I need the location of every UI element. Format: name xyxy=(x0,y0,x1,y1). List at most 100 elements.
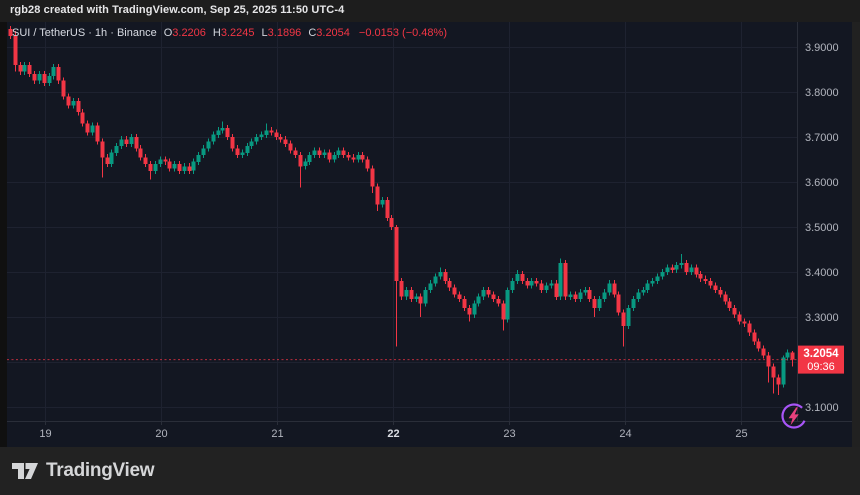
candle-body[interactable] xyxy=(216,130,221,135)
candle-body[interactable] xyxy=(269,130,274,133)
candle-body[interactable] xyxy=(249,141,254,147)
candle-body[interactable] xyxy=(684,263,689,272)
candles-layer[interactable] xyxy=(8,25,795,395)
candle-body[interactable] xyxy=(18,65,23,72)
candle-body[interactable] xyxy=(42,74,47,83)
candle-body[interactable] xyxy=(327,152,332,160)
candle-body[interactable] xyxy=(404,290,409,297)
candle-body[interactable] xyxy=(776,377,781,385)
candle-body[interactable] xyxy=(288,143,293,151)
candle-body[interactable] xyxy=(785,352,790,358)
candle-body[interactable] xyxy=(761,348,766,356)
candle-body[interactable] xyxy=(80,112,85,124)
candle-body[interactable] xyxy=(679,263,684,266)
candle-body[interactable] xyxy=(443,272,448,281)
candle-body[interactable] xyxy=(220,128,225,131)
candle-body[interactable] xyxy=(191,161,196,171)
time-axis[interactable]: 19 20 21 22 23 24 25 xyxy=(39,421,748,440)
candle-body[interactable] xyxy=(264,130,269,135)
candle-body[interactable] xyxy=(177,164,182,171)
candle-body[interactable] xyxy=(481,290,486,297)
candle-body[interactable] xyxy=(534,281,539,284)
candle-body[interactable] xyxy=(510,281,515,290)
candle-body[interactable] xyxy=(573,294,578,300)
candle-body[interactable] xyxy=(467,308,472,315)
candle-body[interactable] xyxy=(655,276,660,282)
candle-body[interactable] xyxy=(182,166,187,171)
candle-body[interactable] xyxy=(539,283,544,291)
candle-body[interactable] xyxy=(727,301,732,309)
candle-body[interactable] xyxy=(61,80,66,97)
candle-body[interactable] xyxy=(433,276,438,284)
candle-body[interactable] xyxy=(245,146,250,153)
candle-body[interactable] xyxy=(8,29,13,36)
candle-body[interactable] xyxy=(148,164,153,171)
candle-body[interactable] xyxy=(158,159,163,165)
candle-body[interactable] xyxy=(713,285,718,291)
candle-body[interactable] xyxy=(414,296,419,299)
candle-body[interactable] xyxy=(76,101,81,113)
candle-body[interactable] xyxy=(124,139,129,144)
candle-body[interactable] xyxy=(153,164,158,171)
candle-body[interactable] xyxy=(409,290,414,299)
candle-body[interactable] xyxy=(254,137,259,142)
candle-body[interactable] xyxy=(621,312,626,327)
candle-body[interactable] xyxy=(356,155,361,160)
candle-body[interactable] xyxy=(375,186,380,205)
candle-body[interactable] xyxy=(240,152,245,155)
candle-body[interactable] xyxy=(259,134,264,137)
candle-body[interactable] xyxy=(71,101,76,106)
candle-body[interactable] xyxy=(134,137,139,149)
candle-body[interactable] xyxy=(51,67,56,77)
candle-body[interactable] xyxy=(66,96,71,106)
candle-body[interactable] xyxy=(520,274,525,281)
candle-body[interactable] xyxy=(674,265,679,270)
candle-body[interactable] xyxy=(616,294,621,313)
candle-body[interactable] xyxy=(597,299,602,308)
price-axis[interactable]: 3.9000 3.8000 3.7000 3.6000 3.5000 3.4000 3.30… xyxy=(805,42,839,414)
candle-body[interactable] xyxy=(660,272,665,277)
candle-body[interactable] xyxy=(385,200,390,218)
candle-body[interactable] xyxy=(394,227,399,281)
candle-body[interactable] xyxy=(626,308,631,326)
candle-body[interactable] xyxy=(418,296,423,304)
candle-body[interactable] xyxy=(346,155,351,158)
candle-body[interactable] xyxy=(37,74,42,81)
candle-body[interactable] xyxy=(578,292,583,300)
candle-body[interactable] xyxy=(172,164,177,169)
candle-body[interactable] xyxy=(230,137,235,149)
candle-body[interactable] xyxy=(105,157,110,164)
candle-body[interactable] xyxy=(568,294,573,297)
candle-body[interactable] xyxy=(457,294,462,300)
candle-body[interactable] xyxy=(742,321,747,324)
candle-body[interactable] xyxy=(187,166,192,171)
candle-body[interactable] xyxy=(283,139,288,144)
lightning-icon[interactable] xyxy=(779,401,809,431)
candle-body[interactable] xyxy=(501,303,506,320)
candle-body[interactable] xyxy=(781,357,786,385)
candle-body[interactable] xyxy=(370,168,375,187)
candle-body[interactable] xyxy=(766,355,771,367)
candle-body[interactable] xyxy=(360,155,365,160)
candle-body[interactable] xyxy=(336,150,341,156)
candle-body[interactable] xyxy=(549,283,554,286)
candle-body[interactable] xyxy=(771,366,776,378)
candle-body[interactable] xyxy=(90,125,95,133)
candle-body[interactable] xyxy=(723,294,728,302)
candle-body[interactable] xyxy=(119,139,124,146)
candlestick-chart[interactable]: 19 20 21 22 23 24 25 3.90003.80003.70003.60003.… xyxy=(7,22,852,447)
tradingview-logo[interactable]: TradingView xyxy=(12,460,155,482)
candle-body[interactable] xyxy=(438,272,443,277)
candle-body[interactable] xyxy=(636,292,641,300)
symbol-legend[interactable]: SUI / TetherUS · 1h · Binance O3.2206 H3.2… xyxy=(12,27,447,40)
candle-body[interactable] xyxy=(27,65,32,74)
candle-body[interactable] xyxy=(587,290,592,299)
candle-body[interactable] xyxy=(592,299,597,308)
candle-body[interactable] xyxy=(341,150,346,156)
candle-body[interactable] xyxy=(399,281,404,297)
candle-body[interactable] xyxy=(211,134,216,142)
candle-body[interactable] xyxy=(274,132,279,138)
candle-body[interactable] xyxy=(525,281,530,286)
candle-body[interactable] xyxy=(206,141,211,149)
candle-body[interactable] xyxy=(563,263,568,297)
